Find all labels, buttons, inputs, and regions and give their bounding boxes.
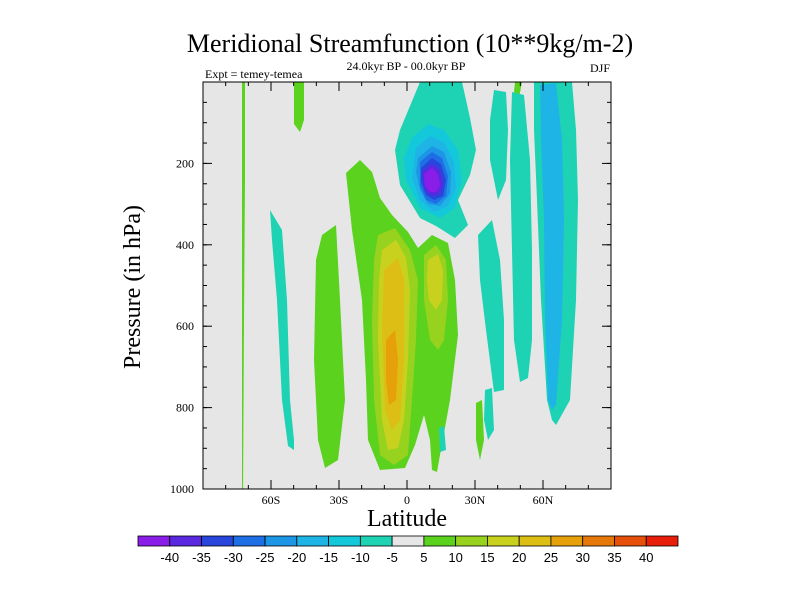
chart-title: Meridional Streamfunction (10**9kg/m-2) <box>187 29 633 58</box>
contour-band-north-negative-a <box>490 90 508 200</box>
colorbar-swatch <box>296 535 329 547</box>
colorbar-swatch <box>423 535 457 547</box>
y-tick-label: 800 <box>176 401 194 415</box>
contour-band-north-negative-b <box>478 220 504 392</box>
y-tick-label: 200 <box>176 156 194 170</box>
colorbar-label: 20 <box>512 550 526 565</box>
y-tick-label: 400 <box>176 238 194 252</box>
colorbar-swatch <box>169 535 202 547</box>
colorbar-label: -10 <box>351 550 370 565</box>
tick-labels: 60S 30S 0 30N 60N 200 400 600 800 1000 <box>170 156 554 507</box>
colorbar-swatch <box>455 535 488 547</box>
contour-band-south-negative <box>270 210 294 450</box>
x-tick-label: 60N <box>533 493 554 507</box>
colorbar-swatch <box>359 535 393 547</box>
colorbar-swatch <box>518 535 552 547</box>
colorbar-swatch <box>645 535 679 547</box>
colorbar-swatch <box>550 535 584 547</box>
x-tick-label: 30N <box>465 493 486 507</box>
colorbar-label: 10 <box>448 550 462 565</box>
contour-blob-south-top <box>294 82 304 132</box>
contour-tropical-positive-25 <box>386 330 398 405</box>
contour-northern-positive-15 <box>427 254 443 310</box>
axis-ticks <box>202 81 612 490</box>
contour-band-north-negative-c <box>510 92 532 382</box>
colorbar-swatch <box>487 535 520 547</box>
colorbar-swatch <box>137 535 171 547</box>
colorbar-label: 15 <box>480 550 494 565</box>
y-tick-label: 600 <box>176 319 194 333</box>
colorbar-label: -35 <box>192 550 211 565</box>
colorbar-label: 40 <box>639 550 653 565</box>
colorbar-labels: -40 -35 -30 -25 -20 -15 -10 -5 5 10 15 20 25 30 35 40 <box>160 550 653 565</box>
chart-subtitle: 24.0kyr BP - 00.0kyr BP <box>347 59 466 73</box>
contour-blob-north-positive <box>476 400 484 460</box>
colorbar-label: -25 <box>256 550 275 565</box>
contour-band-north-negative-inner <box>540 83 564 410</box>
colorbar-swatch <box>391 535 425 547</box>
colorbar-label: 25 <box>544 550 558 565</box>
colorbar-label: 30 <box>575 550 589 565</box>
contour-negative-40 <box>424 168 440 192</box>
y-axis-title: Pressure (in hPa) <box>120 205 146 369</box>
contour-blob-south-lower-negative <box>439 426 446 452</box>
colorbar-swatch <box>201 535 234 547</box>
colorbar-label: -30 <box>224 550 243 565</box>
season-label: DJF <box>590 61 610 75</box>
colorbar-label: -40 <box>160 550 179 565</box>
contour-strand-far-south <box>242 82 245 489</box>
colorbar-swatch <box>232 535 266 547</box>
colorbar-label: -20 <box>287 550 306 565</box>
x-axis-title: Latitude <box>367 506 447 532</box>
colorbar <box>137 535 679 547</box>
experiment-label: Expt = temey-temea <box>205 67 303 81</box>
x-tick-label: 30S <box>330 493 349 507</box>
x-tick-label: 60S <box>262 493 281 507</box>
y-tick-label: 1000 <box>170 482 194 496</box>
colorbar-swatch <box>582 535 615 547</box>
colorbar-label: -5 <box>386 550 398 565</box>
contour-band-south-positive <box>314 225 345 468</box>
colorbar-swatch <box>328 535 361 547</box>
contour-fills <box>242 82 578 489</box>
x-tick-label: 0 <box>404 493 410 507</box>
colorbar-swatch <box>264 535 298 547</box>
colorbar-label: -15 <box>319 550 338 565</box>
colorbar-label: 35 <box>607 550 621 565</box>
colorbar-label: 5 <box>420 550 427 565</box>
contour-blob-north-negative <box>484 388 494 440</box>
colorbar-swatch <box>614 535 647 547</box>
